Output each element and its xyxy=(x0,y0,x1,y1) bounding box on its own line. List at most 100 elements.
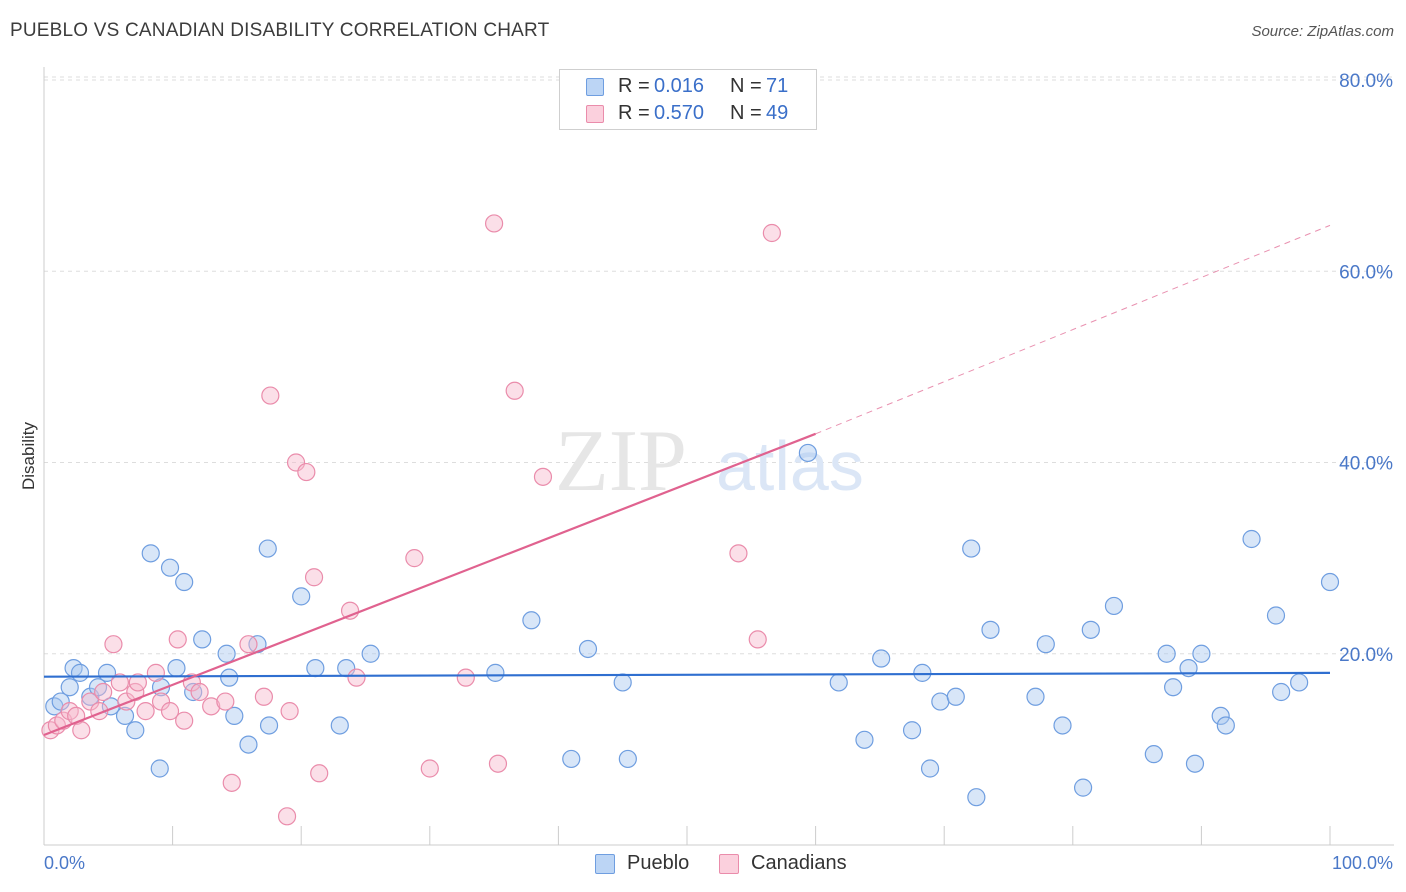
chart-title: PUEBLO VS CANADIAN DISABILITY CORRELATIO… xyxy=(10,20,550,41)
pueblo-point xyxy=(522,611,541,630)
bottom-legend-canadians-label: Canadians xyxy=(751,852,847,874)
pueblo-point xyxy=(1053,716,1072,735)
y-tick-label: 40.0% xyxy=(1339,454,1393,475)
pueblo-point xyxy=(306,658,325,678)
canadian-point xyxy=(405,549,424,568)
pueblo-point xyxy=(184,682,203,702)
canadian-point xyxy=(304,568,324,587)
pueblo-point xyxy=(167,658,186,678)
pueblo-point xyxy=(1185,754,1205,773)
y-tick-label: 20.0% xyxy=(1339,645,1393,666)
pueblo-point xyxy=(220,668,239,687)
canadian-point xyxy=(104,635,123,654)
source-label: Source: ZipAtlas.com xyxy=(1251,23,1394,40)
pueblo-point xyxy=(1157,644,1176,663)
canadian-point xyxy=(729,544,748,563)
legend-r-label: R = xyxy=(618,102,650,124)
canadian-point xyxy=(254,687,274,706)
canadian-point xyxy=(533,467,553,486)
canadian-point xyxy=(748,630,767,649)
bottom-legend-pueblo-label: Pueblo xyxy=(627,852,690,874)
pueblo-point xyxy=(1026,687,1045,706)
pueblo-point xyxy=(1290,673,1309,692)
pueblo-point xyxy=(981,620,1000,639)
pueblo-point xyxy=(562,749,581,769)
canadian-point xyxy=(160,702,180,721)
gridlines xyxy=(44,76,1394,655)
pueblo-point xyxy=(150,759,169,778)
pueblo-point xyxy=(259,716,279,735)
pueblo-point xyxy=(141,544,160,563)
pueblo-point xyxy=(126,721,145,740)
pueblo-point xyxy=(1144,745,1163,764)
canadian-point xyxy=(277,807,297,826)
pueblo-point xyxy=(920,759,940,778)
canadian-point xyxy=(456,668,475,687)
x-tick-label-max: 100.0% xyxy=(1332,853,1393,873)
pueblo-point xyxy=(913,663,932,682)
pueblo-point xyxy=(829,673,848,692)
canadian-point xyxy=(146,663,165,682)
pueblo-point xyxy=(798,443,817,463)
pueblo-point xyxy=(1164,678,1183,697)
canadian-point xyxy=(168,630,187,649)
legend-n-value: 71 xyxy=(766,75,789,97)
canadian-point xyxy=(222,773,241,792)
canadian-point xyxy=(94,682,113,702)
legend-r-label: R = xyxy=(618,75,650,97)
canadian-point xyxy=(280,702,299,721)
legend-n-label: N = xyxy=(730,75,762,97)
pueblo-point xyxy=(931,692,950,711)
pueblo-point xyxy=(193,630,212,649)
canadian-swatch-icon xyxy=(586,105,604,123)
canadian-point xyxy=(239,635,258,654)
canadian-point xyxy=(505,381,524,400)
y-tick-label: 60.0% xyxy=(1339,262,1393,283)
canadian-point xyxy=(72,721,91,740)
watermark-zip: ZIP xyxy=(555,413,687,510)
canadian-point xyxy=(136,702,155,721)
pueblo-point xyxy=(1081,620,1100,639)
pueblo-point xyxy=(1266,606,1286,625)
pueblo-point xyxy=(70,663,90,682)
canadian-point xyxy=(310,764,329,783)
pueblo-point xyxy=(613,673,632,692)
pueblo-point xyxy=(1242,529,1261,549)
pueblo-point xyxy=(217,644,236,663)
pueblo-point xyxy=(1216,716,1235,735)
pueblo-point xyxy=(330,716,349,735)
pueblo-point xyxy=(1104,596,1124,616)
pueblo-point xyxy=(962,539,981,558)
canadian-point xyxy=(762,223,781,243)
canadian-point xyxy=(216,692,235,711)
canadian-point xyxy=(347,668,366,687)
watermark-atlas: atlas xyxy=(716,427,864,505)
canadian-point xyxy=(128,673,147,692)
legend-n-label: N = xyxy=(730,102,762,124)
canadian-point xyxy=(485,214,504,233)
pueblo-points xyxy=(45,443,1340,807)
pueblo-point xyxy=(872,649,891,668)
y-axis-label: Disability xyxy=(19,421,38,490)
canadian-point xyxy=(488,754,508,773)
pueblo-point xyxy=(902,721,922,740)
pueblo-swatch-icon xyxy=(595,854,615,874)
canadian-trend-extension xyxy=(815,224,1331,435)
pueblo-point xyxy=(175,572,194,592)
canadian-point xyxy=(175,711,194,730)
pueblo-point xyxy=(239,735,258,754)
pueblo-point xyxy=(1036,635,1055,654)
pueblo-point xyxy=(1192,644,1211,663)
pueblo-point xyxy=(361,644,380,663)
pueblo-trend-line xyxy=(43,671,1331,678)
canadian-swatch-icon xyxy=(719,854,739,874)
x-tick-label-min: 0.0% xyxy=(44,853,85,873)
legend-n-value: 49 xyxy=(766,102,789,124)
correlation-legend: R = 0.016 N = 71 R = 0.570 N = 49 xyxy=(559,69,817,130)
canadian-point xyxy=(420,759,439,778)
y-tick-label: 80.0% xyxy=(1339,71,1393,92)
canadian-point xyxy=(297,462,316,482)
y-tick-labels: 20.0% 40.0% 60.0% 80.0% xyxy=(1339,71,1393,666)
pueblo-point xyxy=(115,706,135,726)
